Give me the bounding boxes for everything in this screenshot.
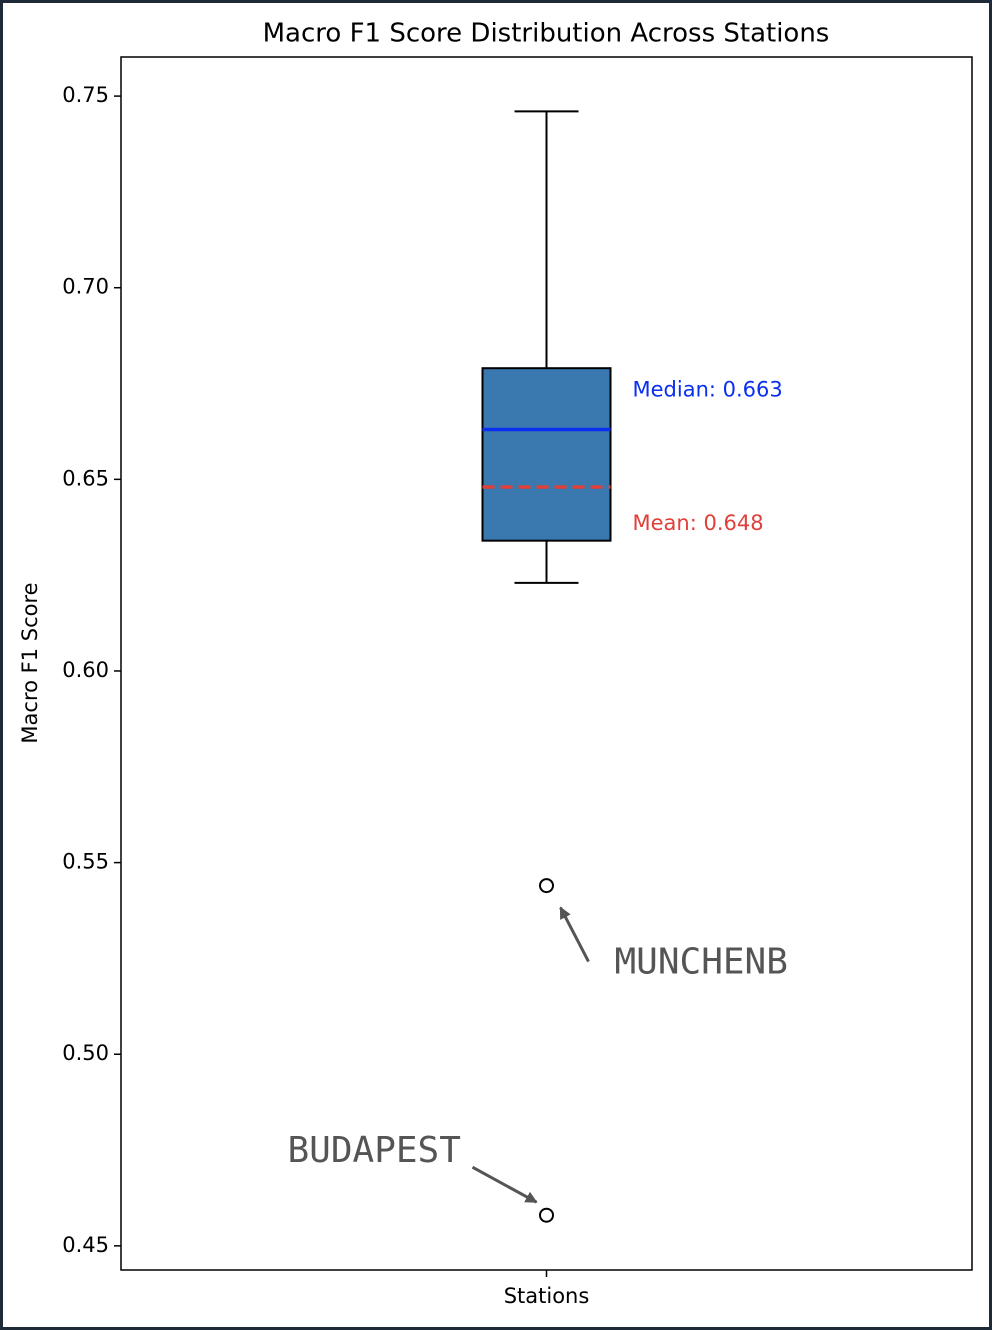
y-tick-label: 0.50 bbox=[62, 1041, 109, 1065]
median-label: Median: 0.663 bbox=[633, 378, 783, 402]
chart-title: Macro F1 Score Distribution Across Stati… bbox=[263, 19, 830, 49]
page: Macro F1 Score Distribution Across Stati… bbox=[3, 3, 989, 1327]
box bbox=[481, 367, 612, 542]
chart: Macro F1 Score Distribution Across Stati… bbox=[18, 19, 973, 1308]
outlier bbox=[539, 878, 554, 894]
mean-label: Mean: 0.648 bbox=[633, 511, 764, 535]
outlier-label: MUNCHENB bbox=[615, 942, 788, 983]
y-axis-label: Macro F1 Score bbox=[18, 582, 42, 743]
outlier-label: BUDAPEST bbox=[288, 1130, 461, 1171]
annotation-arrow bbox=[471, 1165, 538, 1204]
y-tick-label: 0.55 bbox=[62, 850, 109, 874]
y-tick-label: 0.45 bbox=[62, 1233, 109, 1257]
y-tick-label: 0.60 bbox=[62, 658, 109, 682]
y-tick-label: 0.75 bbox=[62, 83, 109, 107]
x-tick-label: Stations bbox=[504, 1284, 590, 1308]
y-tick-label: 0.70 bbox=[62, 275, 109, 299]
outlier bbox=[539, 1207, 554, 1223]
y-tick-label: 0.65 bbox=[62, 466, 109, 490]
annotation-arrow bbox=[559, 906, 590, 963]
